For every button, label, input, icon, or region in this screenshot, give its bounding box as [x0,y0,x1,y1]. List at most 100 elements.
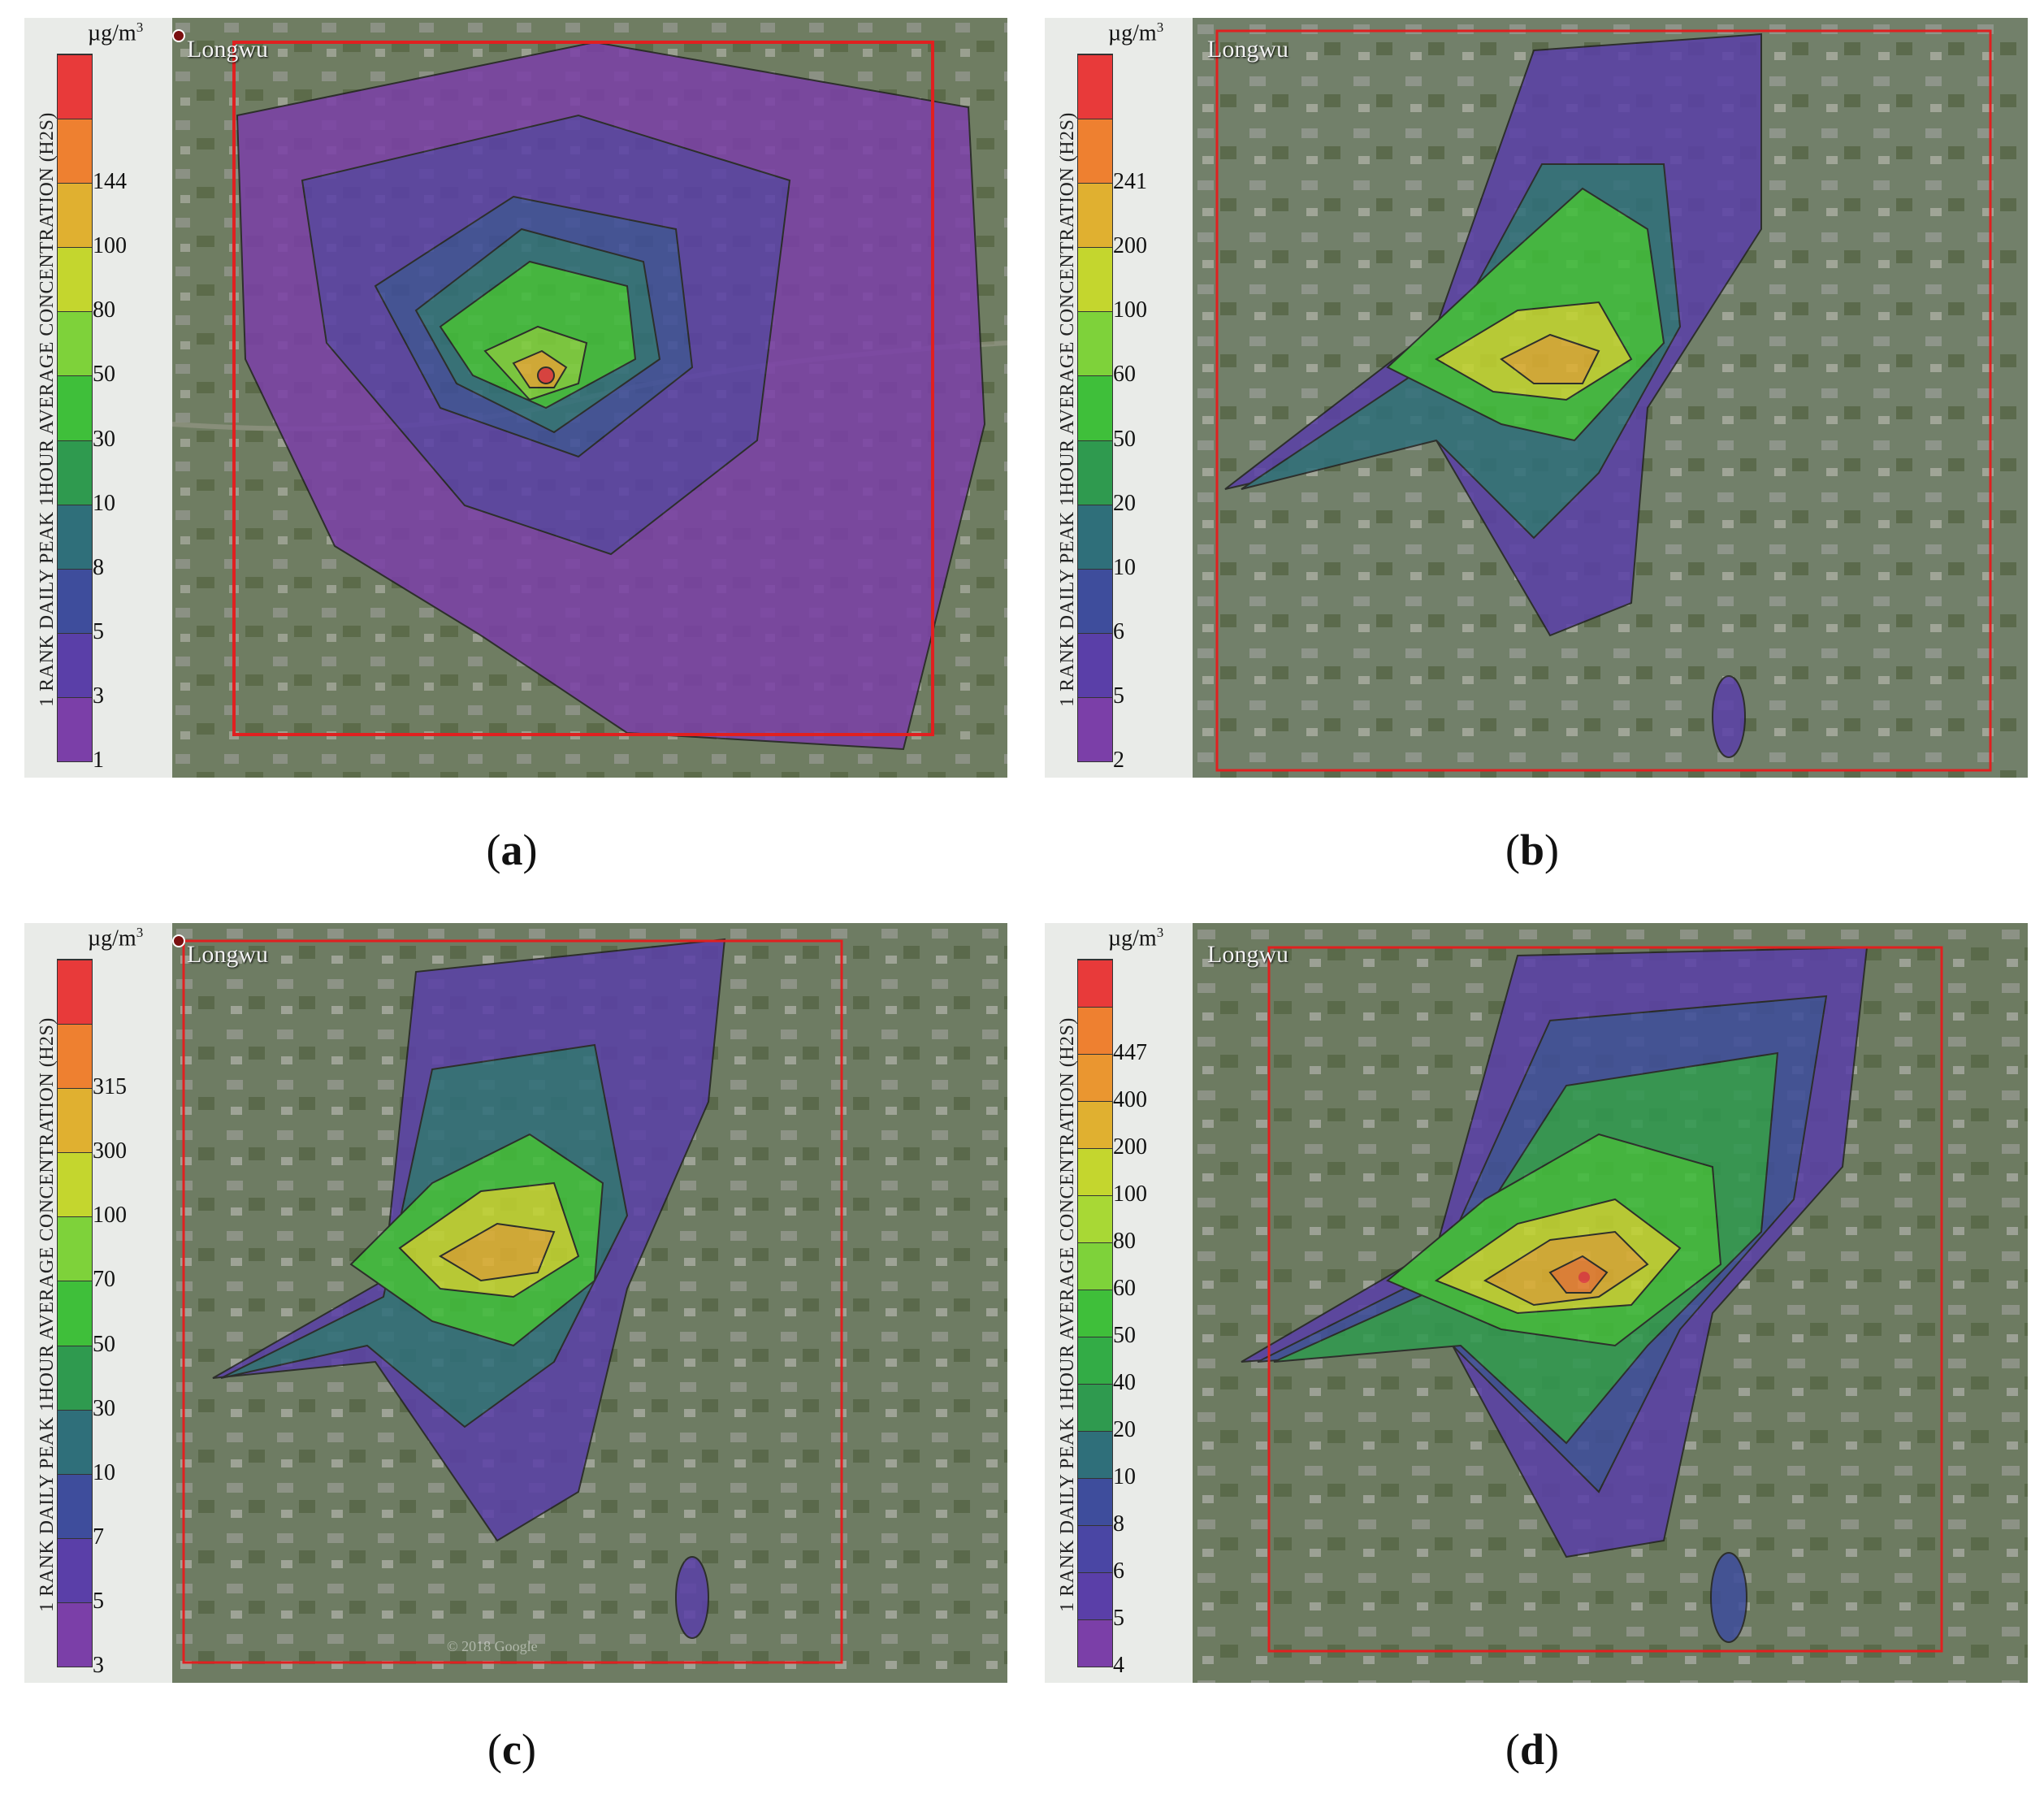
legend-tick-label: 144 [93,169,127,195]
legend-tick-label: 80 [1113,1229,1136,1254]
legend-color-swatch [58,632,92,697]
legend-color-swatch [1078,1101,1112,1148]
legend-tick-label: 100 [93,233,127,259]
legend-color-swatch [58,568,92,633]
model-boundary [1267,946,1943,1653]
legend-color-swatch [1078,1054,1112,1101]
legend-color-swatch [1078,568,1112,633]
legend-tick-label: 6 [1113,1558,1124,1584]
legend-color-swatch [1078,1384,1112,1431]
legend-color-swatch [58,311,92,376]
concentration-contours [1241,946,1869,1643]
panel-a-plume-map [171,18,1007,778]
panel-b: 1 RANK DAILY PEAK 1HOUR AVERAGE CONCENTR… [1020,0,2044,900]
legend-tick-label: 30 [93,1395,115,1421]
legend-tick-label: 7 [93,1524,104,1550]
legend-color-swatch [1078,1337,1112,1384]
panel-c: 1 RANK DAILY PEAK 1HOUR AVERAGE CONCENTR… [0,900,1024,1799]
legend-color-swatch [1078,1619,1112,1667]
legend-tick-label: 20 [1113,490,1136,516]
imagery-attribution: © 2018 Google [447,1638,538,1654]
legend-color-swatch [58,1281,92,1346]
panel-d-caption: (d) [1505,1725,1559,1774]
legend-color-swatch [1078,632,1112,697]
legend-tick-label: 2 [1113,748,1124,773]
legend-color-swatch [58,54,92,119]
legend-color-swatch [1078,1525,1112,1572]
legend-tick-label: 5 [93,1588,104,1614]
legend-tick-label: 50 [1113,426,1136,452]
legend-tick-label: 400 [1113,1087,1147,1112]
panel-a-color-scale [57,54,93,762]
legend-tick-label: 5 [1113,1606,1124,1631]
legend-tick-label: 50 [93,1331,115,1357]
legend-color-swatch [58,504,92,569]
panel-d-legend: 1 RANK DAILY PEAK 1HOUR AVERAGE CONCENTR… [1045,923,1193,1683]
panel-c-unit: µg/m3 [88,925,144,952]
panel-d-map[interactable] [1193,923,2028,1683]
legend-color-swatch [1078,1572,1112,1619]
legend-tick-label: 20 [1113,1417,1136,1442]
panel-b-map[interactable] [1193,18,2028,778]
legend-tick-label: 100 [93,1203,127,1229]
legend-color-swatch [1078,1290,1112,1337]
legend-tick-label: 3 [93,683,104,709]
panel-c-caption: (c) [487,1725,536,1774]
legend-tick-label: 10 [93,1459,115,1485]
place-label: Longwu [1207,36,1288,63]
panel-d-color-scale [1077,959,1113,1667]
place-label: Longwu [187,36,268,63]
legend-tick-label: 3 [93,1653,104,1678]
legend-tick-label: 6 [1113,618,1124,644]
legend-tick-label: 60 [1113,1276,1136,1301]
legend-tick-label: 5 [1113,683,1124,709]
panel-a-frame: 1 RANK DAILY PEAK 1HOUR AVERAGE CONCENTR… [24,18,1007,778]
legend-color-swatch [58,1024,92,1089]
panel-b-color-scale [1077,54,1113,762]
legend-color-swatch [1078,1431,1112,1478]
panel-c-map[interactable] [172,923,1007,1683]
legend-tick-label: 241 [1113,169,1147,195]
legend-color-swatch [58,1409,92,1474]
concentration-contours [236,41,986,751]
legend-color-swatch [1078,1478,1112,1525]
legend-tick-label: 8 [1113,1511,1124,1537]
panel-b-caption: (b) [1505,826,1559,874]
panel-a-map[interactable] [171,18,1007,778]
legend-color-swatch [58,1537,92,1602]
panel-a-caption: (a) [486,826,538,874]
legend-tick-label: 100 [1113,1181,1147,1207]
legend-color-swatch [58,183,92,248]
legend-tick-label: 4 [1113,1653,1124,1678]
legend-color-swatch [1078,1195,1112,1242]
legend-tick-label: 315 [93,1074,127,1100]
panel-c-legend: 1 RANK DAILY PEAK 1HOUR AVERAGE CONCENTR… [24,923,172,1683]
model-boundary [182,939,843,1664]
legend-color-swatch [58,1345,92,1410]
panel-a: 1 RANK DAILY PEAK 1HOUR AVERAGE CONCENTR… [0,0,1024,900]
legend-color-swatch [1078,1148,1112,1195]
legend-color-swatch [1078,375,1112,440]
legend-color-swatch [1078,183,1112,248]
legend-tick-label: 10 [1113,1464,1136,1489]
legend-tick-label: 40 [1113,1370,1136,1395]
legend-tick-label: 30 [93,426,115,452]
legend-tick-label: 10 [93,490,115,516]
legend-color-swatch [1078,960,1112,1007]
legend-tick-label: 10 [1113,554,1136,580]
model-boundary [1215,29,1992,772]
legend-tick-label: 447 [1113,1040,1147,1065]
legend-color-swatch [58,440,92,505]
legend-color-swatch [58,375,92,440]
legend-color-swatch [1078,247,1112,312]
legend-color-swatch [1078,696,1112,761]
legend-color-swatch [1078,440,1112,505]
legend-color-swatch [58,1152,92,1217]
legend-tick-label: 50 [93,362,115,388]
legend-color-swatch [58,960,92,1025]
legend-color-swatch [58,1473,92,1538]
legend-tick-label: 60 [1113,362,1136,388]
panel-a-unit: µg/m3 [88,20,144,46]
panel-c-frame: 1 RANK DAILY PEAK 1HOUR AVERAGE CONCENTR… [24,923,1007,1683]
panel-d-frame: 1 RANK DAILY PEAK 1HOUR AVERAGE CONCENTR… [1045,923,2028,1683]
